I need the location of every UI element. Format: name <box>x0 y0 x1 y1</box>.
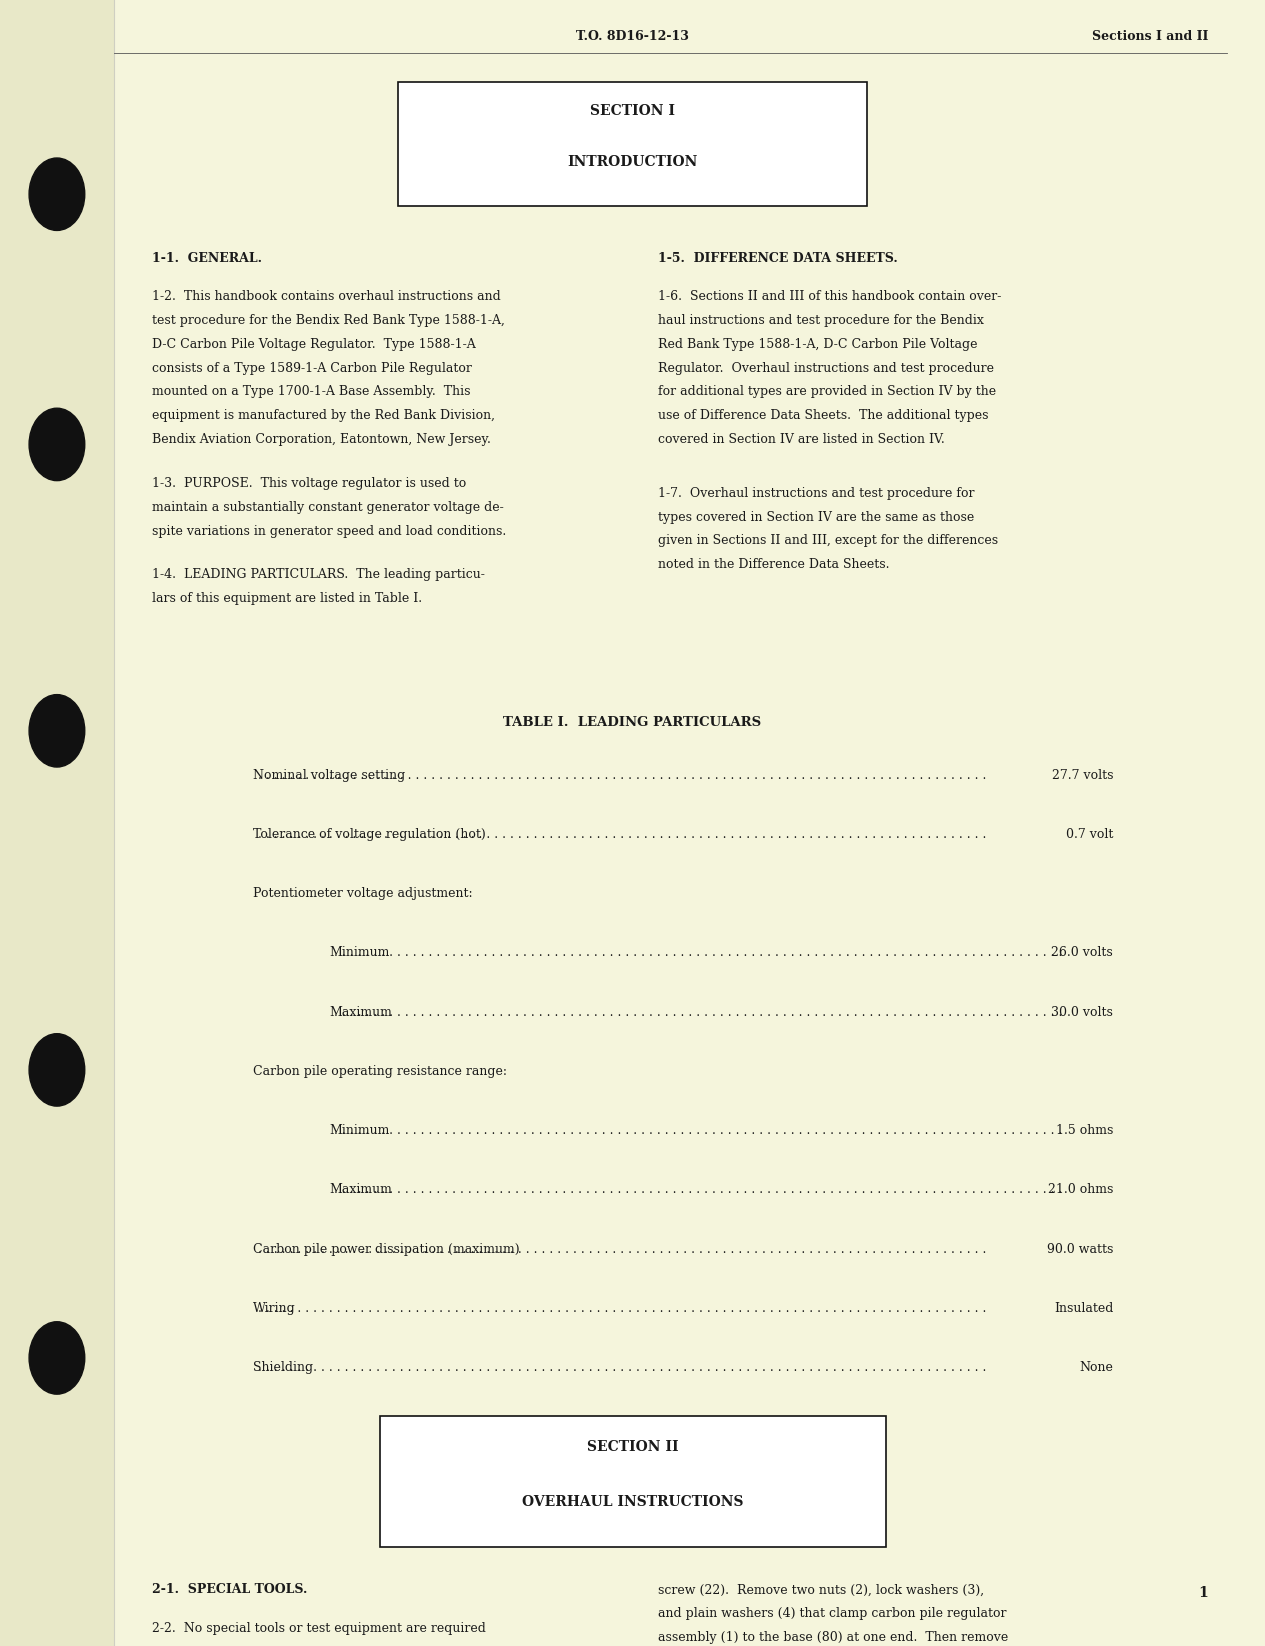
Text: spite variations in generator speed and load conditions.: spite variations in generator speed and … <box>152 525 506 538</box>
Circle shape <box>29 1034 85 1106</box>
Text: SECTION I: SECTION I <box>589 104 676 119</box>
Text: covered in Section IV are listed in Section IV.: covered in Section IV are listed in Sect… <box>658 433 945 446</box>
Text: for additional types are provided in Section IV by the: for additional types are provided in Sec… <box>658 385 996 398</box>
Text: 1-1.  GENERAL.: 1-1. GENERAL. <box>152 252 262 265</box>
Text: and plain washers (4) that clamp carbon pile regulator: and plain washers (4) that clamp carbon … <box>658 1606 1006 1620</box>
Text: . . . . . . . . . . . . . . . . . . . . . . . . . . . . . . . . . . . . . . . . : . . . . . . . . . . . . . . . . . . . . … <box>254 1361 987 1374</box>
Bar <box>0 0 114 1646</box>
Text: Carbon pile power dissipation (maximum): Carbon pile power dissipation (maximum) <box>253 1243 520 1256</box>
Text: Potentiometer voltage adjustment:: Potentiometer voltage adjustment: <box>253 887 473 900</box>
Text: 1-6.  Sections II and III of this handbook contain over-: 1-6. Sections II and III of this handboo… <box>658 290 1001 303</box>
Text: OVERHAUL INSTRUCTIONS: OVERHAUL INSTRUCTIONS <box>521 1495 744 1509</box>
Text: Minimum: Minimum <box>329 1124 390 1137</box>
Text: Sections I and II: Sections I and II <box>1092 30 1208 43</box>
Text: None: None <box>1079 1361 1113 1374</box>
Text: INTRODUCTION: INTRODUCTION <box>567 155 698 170</box>
Text: D-C Carbon Pile Voltage Regulator.  Type 1588-1-A: D-C Carbon Pile Voltage Regulator. Type … <box>152 337 476 351</box>
Text: Wiring: Wiring <box>253 1302 296 1315</box>
Text: assembly (1) to the base (80) at one end.  Then remove: assembly (1) to the base (80) at one end… <box>658 1631 1008 1644</box>
Text: . . . . . . . . . . . . . . . . . . . . . . . . . . . . . . . . . . . . . . . . : . . . . . . . . . . . . . . . . . . . . … <box>330 1183 1063 1197</box>
Text: . . . . . . . . . . . . . . . . . . . . . . . . . . . . . . . . . . . . . . . . : . . . . . . . . . . . . . . . . . . . . … <box>330 1124 1063 1137</box>
Text: 2-1.  SPECIAL TOOLS.: 2-1. SPECIAL TOOLS. <box>152 1583 307 1597</box>
Text: test procedure for the Bendix Red Bank Type 1588-1-A,: test procedure for the Bendix Red Bank T… <box>152 314 505 328</box>
Text: TABLE I.  LEADING PARTICULARS: TABLE I. LEADING PARTICULARS <box>503 716 762 729</box>
Text: Shielding: Shielding <box>253 1361 314 1374</box>
Text: 90.0 watts: 90.0 watts <box>1047 1243 1113 1256</box>
Text: given in Sections II and III, except for the differences: given in Sections II and III, except for… <box>658 535 998 548</box>
Text: 1.5 ohms: 1.5 ohms <box>1056 1124 1113 1137</box>
Text: consists of a Type 1589-1-A Carbon Pile Regulator: consists of a Type 1589-1-A Carbon Pile … <box>152 362 472 375</box>
Text: . . . . . . . . . . . . . . . . . . . . . . . . . . . . . . . . . . . . . . . . : . . . . . . . . . . . . . . . . . . . . … <box>254 769 987 782</box>
Text: 30.0 volts: 30.0 volts <box>1051 1006 1113 1019</box>
Text: 26.0 volts: 26.0 volts <box>1051 946 1113 960</box>
Text: 1-2.  This handbook contains overhaul instructions and: 1-2. This handbook contains overhaul ins… <box>152 290 501 303</box>
Text: types covered in Section IV are the same as those: types covered in Section IV are the same… <box>658 510 974 523</box>
Text: 1-4.  LEADING PARTICULARS.  The leading particu-: 1-4. LEADING PARTICULARS. The leading pa… <box>152 568 484 581</box>
Text: . . . . . . . . . . . . . . . . . . . . . . . . . . . . . . . . . . . . . . . . : . . . . . . . . . . . . . . . . . . . . … <box>254 1243 987 1256</box>
Circle shape <box>29 1322 85 1394</box>
Text: . . . . . . . . . . . . . . . . . . . . . . . . . . . . . . . . . . . . . . . . : . . . . . . . . . . . . . . . . . . . . … <box>254 1302 987 1315</box>
Text: 0.7 volt: 0.7 volt <box>1066 828 1113 841</box>
Text: Insulated: Insulated <box>1054 1302 1113 1315</box>
Text: . . . . . . . . . . . . . . . . . . . . . . . . . . . . . . . . . . . . . . . . : . . . . . . . . . . . . . . . . . . . . … <box>330 1006 1063 1019</box>
Circle shape <box>29 695 85 767</box>
Text: SECTION II: SECTION II <box>587 1440 678 1455</box>
Text: Red Bank Type 1588-1-A, D-C Carbon Pile Voltage: Red Bank Type 1588-1-A, D-C Carbon Pile … <box>658 337 978 351</box>
Text: Bendix Aviation Corporation, Eatontown, New Jersey.: Bendix Aviation Corporation, Eatontown, … <box>152 433 491 446</box>
Text: Tolerance of voltage regulation (hot): Tolerance of voltage regulation (hot) <box>253 828 486 841</box>
Text: 27.7 volts: 27.7 volts <box>1051 769 1113 782</box>
Text: haul instructions and test procedure for the Bendix: haul instructions and test procedure for… <box>658 314 984 328</box>
Text: maintain a substantially constant generator voltage de-: maintain a substantially constant genera… <box>152 500 503 514</box>
Circle shape <box>29 158 85 230</box>
Text: Maximum: Maximum <box>329 1006 392 1019</box>
Text: 1-5.  DIFFERENCE DATA SHEETS.: 1-5. DIFFERENCE DATA SHEETS. <box>658 252 898 265</box>
Circle shape <box>29 408 85 481</box>
Text: 2-2.  No special tools or test equipment are required: 2-2. No special tools or test equipment … <box>152 1621 486 1634</box>
Text: Nominal voltage setting: Nominal voltage setting <box>253 769 405 782</box>
Text: Carbon pile operating resistance range:: Carbon pile operating resistance range: <box>253 1065 507 1078</box>
Text: . . . . . . . . . . . . . . . . . . . . . . . . . . . . . . . . . . . . . . . . : . . . . . . . . . . . . . . . . . . . . … <box>330 946 1063 960</box>
Text: equipment is manufactured by the Red Bank Division,: equipment is manufactured by the Red Ban… <box>152 410 495 423</box>
Text: lars of this equipment are listed in Table I.: lars of this equipment are listed in Tab… <box>152 593 423 606</box>
Text: . . . . . . . . . . . . . . . . . . . . . . . . . . . . . . . . . . . . . . . . : . . . . . . . . . . . . . . . . . . . . … <box>254 828 987 841</box>
Text: 1-7.  Overhaul instructions and test procedure for: 1-7. Overhaul instructions and test proc… <box>658 487 974 500</box>
Bar <box>380 1416 886 1547</box>
Bar <box>398 82 867 206</box>
Text: Minimum: Minimum <box>329 946 390 960</box>
Text: Regulator.  Overhaul instructions and test procedure: Regulator. Overhaul instructions and tes… <box>658 362 994 375</box>
Text: mounted on a Type 1700-1-A Base Assembly.  This: mounted on a Type 1700-1-A Base Assembly… <box>152 385 471 398</box>
Text: use of Difference Data Sheets.  The additional types: use of Difference Data Sheets. The addit… <box>658 410 988 423</box>
Text: T.O. 8D16-12-13: T.O. 8D16-12-13 <box>576 30 689 43</box>
Text: Maximum: Maximum <box>329 1183 392 1197</box>
Text: 1-3.  PURPOSE.  This voltage regulator is used to: 1-3. PURPOSE. This voltage regulator is … <box>152 477 466 491</box>
Text: 1: 1 <box>1198 1585 1208 1600</box>
Text: screw (22).  Remove two nuts (2), lock washers (3),: screw (22). Remove two nuts (2), lock wa… <box>658 1583 984 1597</box>
Text: noted in the Difference Data Sheets.: noted in the Difference Data Sheets. <box>658 558 889 571</box>
Text: 21.0 ohms: 21.0 ohms <box>1047 1183 1113 1197</box>
